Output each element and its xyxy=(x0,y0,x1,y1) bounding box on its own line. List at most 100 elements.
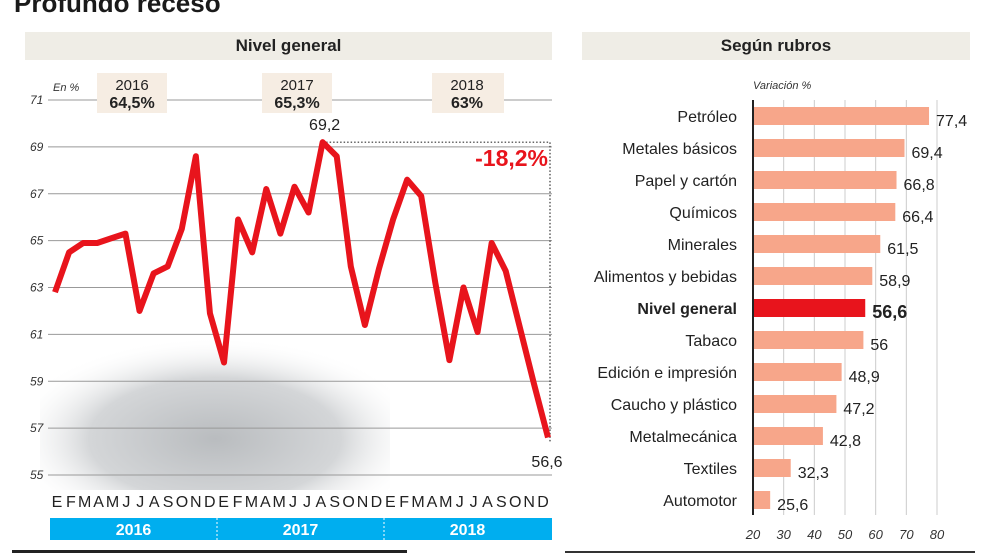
bar xyxy=(753,107,930,125)
y-tick-label: 61 xyxy=(30,327,43,341)
y-tick-label: 67 xyxy=(30,187,45,201)
peak-label: 69,2 xyxy=(309,117,340,134)
page-title: Profundo receso xyxy=(14,0,221,18)
bar xyxy=(753,427,823,445)
category-label: Textiles xyxy=(684,461,737,478)
divider xyxy=(565,551,975,553)
value-label: 56 xyxy=(870,337,888,354)
x-tick-label: 20 xyxy=(745,527,761,542)
bar xyxy=(753,139,905,157)
month-label: A xyxy=(260,494,271,511)
month-label: A xyxy=(149,494,160,511)
bar xyxy=(753,235,881,253)
month-label: M xyxy=(273,494,286,511)
y-tick-label: 69 xyxy=(30,140,44,154)
bar xyxy=(753,171,897,189)
bar xyxy=(753,267,873,285)
month-label: J xyxy=(456,494,464,511)
month-label: D xyxy=(204,494,216,511)
value-label: 48,9 xyxy=(849,369,880,386)
month-label: O xyxy=(509,494,521,511)
month-label: F xyxy=(66,494,76,511)
month-label: J xyxy=(122,494,130,511)
y-tick-label: 63 xyxy=(30,281,44,295)
y-axis-label: En % xyxy=(53,82,80,94)
category-label: Minerales xyxy=(668,237,737,254)
month-label: F xyxy=(399,494,409,511)
month-label: S xyxy=(329,494,340,511)
y-tick-label: 57 xyxy=(30,421,45,435)
year-average-box xyxy=(97,73,167,113)
line-chart-title: Nivel general xyxy=(25,32,552,60)
month-label: D xyxy=(537,494,549,511)
month-label: N xyxy=(523,494,535,511)
bar xyxy=(753,331,864,349)
value-label: 42,8 xyxy=(830,433,861,450)
year-average-year: 2018 xyxy=(450,77,483,94)
bar xyxy=(753,395,837,413)
month-label: O xyxy=(176,494,188,511)
divider xyxy=(12,550,407,553)
month-label: M xyxy=(411,494,424,511)
category-label: Papel y cartón xyxy=(635,173,737,190)
x-tick-label: 40 xyxy=(807,527,822,542)
category-label: Nivel general xyxy=(637,301,737,318)
year-average-year: 2016 xyxy=(115,77,148,94)
bar xyxy=(753,491,771,509)
bar-chart-title: Según rubros xyxy=(582,32,970,60)
month-label: J xyxy=(289,494,297,511)
x-axis-label: Variación % xyxy=(753,80,812,92)
change-bracket xyxy=(322,141,551,443)
year-band xyxy=(50,518,552,540)
factory-photo xyxy=(40,320,390,490)
category-label: Caucho y plástico xyxy=(611,397,737,414)
year-average-box xyxy=(432,73,504,113)
month-label: M xyxy=(106,494,119,511)
y-tick-label: 71 xyxy=(30,93,43,107)
last-value-label: 56,6 xyxy=(531,454,562,471)
bar xyxy=(753,299,866,317)
month-label: E xyxy=(385,494,396,511)
series-line xyxy=(52,139,551,439)
value-label: 66,4 xyxy=(902,209,933,226)
bar xyxy=(753,203,896,221)
x-tick-label: 50 xyxy=(838,527,853,542)
category-label: Metales básicos xyxy=(622,141,737,158)
y-tick-label: 59 xyxy=(30,374,44,388)
value-label: 69,4 xyxy=(911,145,942,162)
month-label: M xyxy=(439,494,452,511)
value-label: 58,9 xyxy=(879,273,910,290)
month-label: S xyxy=(163,494,174,511)
category-label: Automotor xyxy=(663,493,737,510)
bar xyxy=(753,363,842,381)
value-label: 61,5 xyxy=(887,241,918,258)
x-tick-label: 80 xyxy=(930,527,945,542)
month-label: N xyxy=(357,494,369,511)
year-average-value: 65,3% xyxy=(274,95,319,112)
month-label: N xyxy=(190,494,202,511)
month-label: A xyxy=(93,494,104,511)
month-label: D xyxy=(371,494,383,511)
month-label: A xyxy=(427,494,438,511)
category-label: Alimentos y bebidas xyxy=(594,269,737,286)
value-label: 25,6 xyxy=(777,497,808,514)
x-tick-label: 30 xyxy=(776,527,791,542)
month-label: E xyxy=(52,494,63,511)
value-label: 56,6 xyxy=(872,302,907,322)
category-label: Edición e impresión xyxy=(597,365,737,382)
x-tick-label: 70 xyxy=(899,527,914,542)
month-label: A xyxy=(315,494,326,511)
month-label: J xyxy=(136,494,144,511)
month-label: J xyxy=(303,494,311,511)
change-label: -18,2% xyxy=(475,145,548,171)
x-tick-label: 60 xyxy=(868,527,883,542)
y-tick-label: 55 xyxy=(30,468,44,482)
year-average-box xyxy=(262,73,332,113)
year-label: 2018 xyxy=(450,522,486,539)
category-label: Tabaco xyxy=(685,333,737,350)
month-label: M xyxy=(245,494,258,511)
value-label: 32,3 xyxy=(798,465,829,482)
value-label: 66,8 xyxy=(904,177,935,194)
value-label: 77,4 xyxy=(936,113,967,130)
